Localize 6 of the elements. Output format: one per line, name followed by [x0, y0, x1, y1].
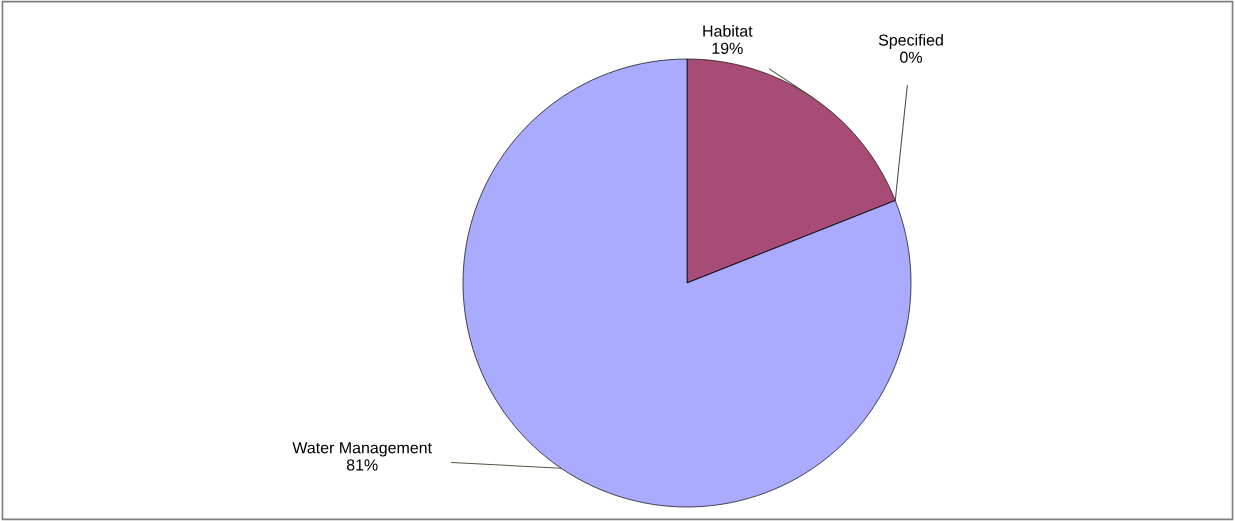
slice-label: Water Management — [292, 442, 432, 457]
slice-label: Habitat — [703, 25, 753, 37]
data-label: 19% — [712, 42, 743, 54]
category-label: Specified — [878, 33, 943, 49]
data-label: 81% — [346, 459, 378, 471]
text: 0% — [900, 51, 922, 63]
